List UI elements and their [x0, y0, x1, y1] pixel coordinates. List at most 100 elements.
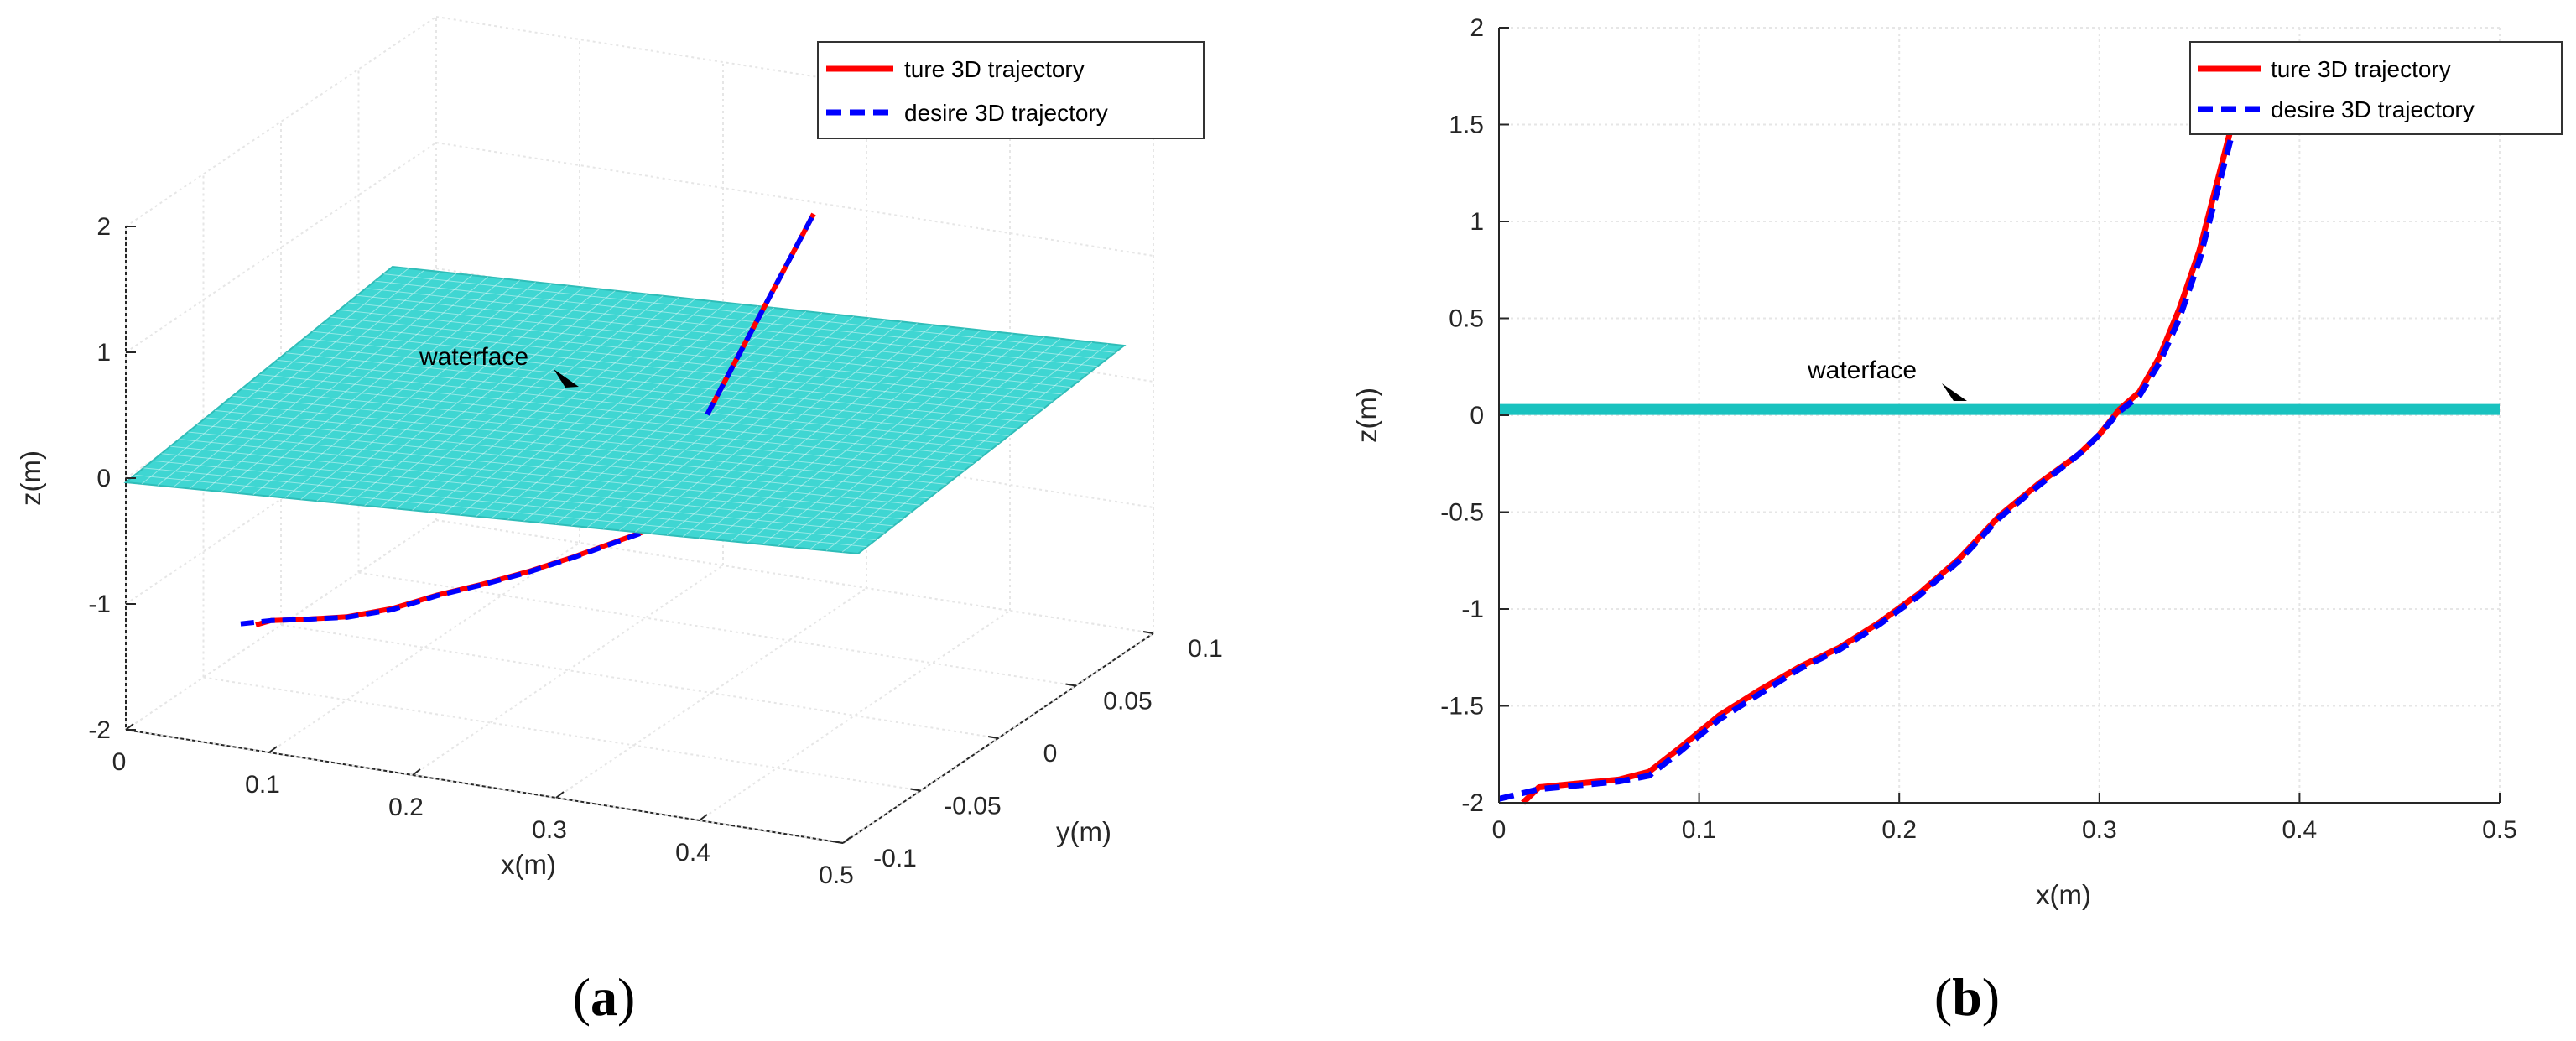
panel-a-x-tick [555, 791, 565, 799]
panel-a-annotation-arrow-icon [554, 369, 579, 388]
panel-a-x-gridline-floor [125, 519, 437, 731]
panel-a-waterface-mesh-line [221, 276, 489, 492]
panel-b-series-true-trajectory [1521, 104, 2243, 805]
panel-a-waterface-mesh-line [460, 302, 727, 516]
panel-a-waterface-mesh-line [809, 340, 1077, 549]
panel-a-waterface-mesh-line [587, 315, 855, 528]
panel-a-waterface-mesh-line [374, 280, 1106, 361]
panel-a-waterface-mesh-line [555, 312, 823, 525]
panel-b-label: (b) [1934, 967, 2000, 1027]
panel-a-waterface-mesh-line [237, 278, 505, 494]
panel-a-z-tick-label: 0 [96, 465, 111, 492]
panel-b-x-tick-label: 0.4 [2282, 816, 2318, 844]
panel-a-waterface-mesh-line [356, 294, 1089, 374]
panel-a-series-true-trajectory-lower [255, 518, 681, 627]
panel-b-annotation-arrow-icon [1942, 383, 1967, 401]
panel-b-x-tick-label: 0.1 [1682, 816, 1717, 844]
panel-b-y-tick-label: 1 [1470, 208, 1484, 236]
panel-a-y-tick-label: -0.1 [873, 845, 917, 872]
panel-a-waterface-mesh-line [476, 304, 743, 518]
panel-a-y-tick-label: -0.05 [944, 793, 1001, 820]
panel-a-legend: ture 3D trajectory desire 3D trajectory [817, 41, 1205, 139]
panel-a-waterface-mesh-line [223, 403, 956, 478]
panel-a-waterface-mesh-line [312, 331, 1044, 409]
panel-a-y-tick [987, 736, 999, 739]
panel-a-waterface-mesh-line [169, 445, 903, 520]
panel-a-x-gridline-floor [268, 542, 580, 753]
panel-b-series [1498, 104, 2243, 805]
panel-a-waterface-plane [123, 265, 1127, 555]
panel-a-z-tick-label: 2 [96, 213, 111, 241]
panel-a-trajectory-below-water [240, 518, 681, 627]
panel-a-waterface-mesh-line [258, 374, 991, 450]
panel-a-waterface-mesh-line [332, 289, 600, 503]
panel-a-waterface-mesh-line [682, 326, 950, 538]
panel-a-waterface-mesh-line [268, 282, 536, 497]
panel-b-x-tick-label: 0 [1492, 816, 1507, 844]
panel-b-ticks: 0 0.1 0.2 0.3 0.4 0.5 -2 -1.5 -1 -0.5 0 0.5 1 1.5 2 [1440, 14, 2517, 844]
panel-a-x-gridline-floor [555, 587, 867, 799]
panel-a-x-tick-label: 0 [112, 748, 127, 776]
panel-a-waterface-mesh-line [179, 439, 912, 513]
panel-a-waterface-mesh-line [205, 274, 473, 491]
panel-a-waterface-mesh-line [666, 325, 934, 536]
panel-a-x-tick-label: 0.4 [675, 839, 710, 867]
panel-a-legend-entry-true: ture 3D trajectory [904, 56, 1085, 82]
panel-a-z-tick-label: -2 [88, 716, 111, 744]
panel-a-waterface-mesh-line [794, 338, 1061, 549]
panel-a-y-gridline-floor [125, 729, 844, 844]
panel-a-waterface-mesh-line [141, 268, 409, 485]
panel-a-x-tick-label: 0.5 [819, 861, 854, 889]
panel-a-waterface-mesh-line [189, 273, 457, 489]
panel-a-x-gridline-floor [842, 632, 1154, 844]
panel-a-series-true-trajectory-upper [705, 212, 816, 415]
panel-a-waterface-mesh-line [730, 331, 997, 542]
panel-a-waterface-mesh-line [284, 284, 552, 498]
panel-a-x-gridline-floor [699, 610, 1011, 821]
panel-a-x-tick-label: 0.3 [532, 816, 567, 844]
panel-a-z-gridline-back [435, 393, 1154, 508]
panel-a-z-gridline-left [125, 142, 437, 353]
panel-a-waterface-mesh-line [634, 320, 902, 533]
panel-b-x-tick-label: 0.3 [2082, 816, 2117, 844]
panel-a-z-gridline-back [435, 142, 1154, 257]
panel-b-y-tick-label: 1.5 [1449, 112, 1484, 139]
panel-a-waterface-mesh-line [143, 467, 877, 540]
panel-a-z-tick-label: 1 [96, 339, 111, 367]
panel-a-3d-plot: -2 -1 0 1 2 0 0.1 0.2 0.3 0.4 0.5 -0.1 -0.05 0 0.05 0.1… [15, 16, 1223, 1027]
panel-a-waterface-mesh-line [364, 292, 632, 507]
panel-a-waterface-mesh-line [619, 319, 886, 531]
panel-a-waterface-mesh-line [698, 328, 965, 539]
panel-a-waterface-mesh-line [492, 305, 759, 518]
panel-a-waterface-mesh-line [714, 330, 981, 540]
panel-a-waterface-mesh-line [268, 367, 1001, 444]
panel-a-y-tick-label: 0.05 [1103, 688, 1152, 716]
panel-b-waterface-annotation: waterface [1807, 357, 1917, 384]
panel-a-y-gridline-floor [435, 519, 1154, 634]
panel-b-x-axis-label: x(m) [2036, 879, 2091, 910]
panel-a-waterface-mesh-line [762, 335, 1029, 545]
panel-a-waterface-mesh-line [330, 316, 1063, 395]
panel-a-label: (a) [573, 967, 636, 1027]
panel-b-y-tick-label: -0.5 [1440, 499, 1484, 527]
panel-b-x-tick-label: 0.5 [2482, 816, 2517, 844]
panel-b-legend-entry-true: ture 3D trajectory [2271, 56, 2451, 82]
panel-a-x-tick-label: 0.1 [245, 771, 280, 799]
panel-a-waterface-mesh-line [348, 290, 616, 505]
panel-a-waterface-mesh-line [380, 294, 648, 507]
panel-a-waterface-mesh-line [603, 317, 871, 529]
panel-a-waterface-annotation: waterface [419, 343, 528, 371]
panel-a-z-axis-label: z(m) [15, 450, 46, 506]
panel-a-waterface-mesh-line [571, 314, 839, 527]
panel-a-waterface-mesh-line [241, 388, 974, 465]
panel-b-x-tick-label: 0.2 [1881, 816, 1917, 844]
panel-a-z-tick-label: -1 [88, 591, 111, 618]
panel-a-waterface-mesh-line [173, 271, 441, 487]
panel-a-y-tick-label: 0.1 [1188, 635, 1223, 663]
panel-a-x-tick [842, 836, 851, 844]
panel-b-y-tick-label: -2 [1461, 789, 1484, 817]
panel-a-ticks: -2 -1 0 1 2 0 0.1 0.2 0.3 0.4 0.5 -0.1 -0.05 0 0.05 0.1 [88, 213, 1223, 889]
panel-a-waterface-mesh-line [366, 288, 1098, 367]
panel-a-waterface-mesh-line [444, 300, 711, 514]
panel-a-series-desire-trajectory-upper [705, 212, 816, 416]
